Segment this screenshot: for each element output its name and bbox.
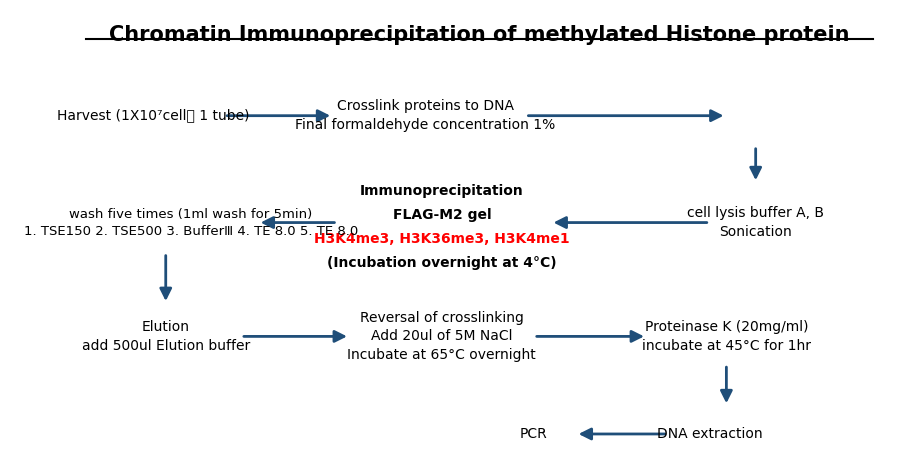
Text: Proteinase K (20mg/ml)
incubate at 45°C for 1hr: Proteinase K (20mg/ml) incubate at 45°C …: [642, 320, 811, 352]
Text: wash five times (1ml wash for 5min)
1. TSE150 2. TSE500 3. BufferⅢ 4. TE 8.0 5. : wash five times (1ml wash for 5min) 1. T…: [24, 208, 358, 237]
Text: FLAG-M2 gel: FLAG-M2 gel: [392, 208, 492, 222]
Text: H3K4me3, H3K36me3, H3K4me1: H3K4me3, H3K36me3, H3K4me1: [314, 232, 569, 246]
Text: Chromatin Immunoprecipitation of methylated Histone protein: Chromatin Immunoprecipitation of methyla…: [109, 25, 850, 45]
Text: cell lysis buffer A, B
Sonication: cell lysis buffer A, B Sonication: [687, 206, 824, 239]
Text: Crosslink proteins to DNA
Final formaldehyde concentration 1%: Crosslink proteins to DNA Final formalde…: [295, 99, 556, 132]
Text: Immunoprecipitation: Immunoprecipitation: [360, 184, 524, 198]
Text: PCR: PCR: [520, 427, 547, 441]
Text: Harvest (1X10⁷cell당 1 tube): Harvest (1X10⁷cell당 1 tube): [57, 109, 249, 123]
Text: (Incubation overnight at 4°C): (Incubation overnight at 4°C): [327, 256, 557, 271]
Text: Reversal of crosslinking
Add 20ul of 5M NaCl
Incubate at 65°C overnight: Reversal of crosslinking Add 20ul of 5M …: [348, 311, 536, 362]
Text: Elution
add 500ul Elution buffer: Elution add 500ul Elution buffer: [82, 320, 249, 352]
Text: DNA extraction: DNA extraction: [657, 427, 762, 441]
